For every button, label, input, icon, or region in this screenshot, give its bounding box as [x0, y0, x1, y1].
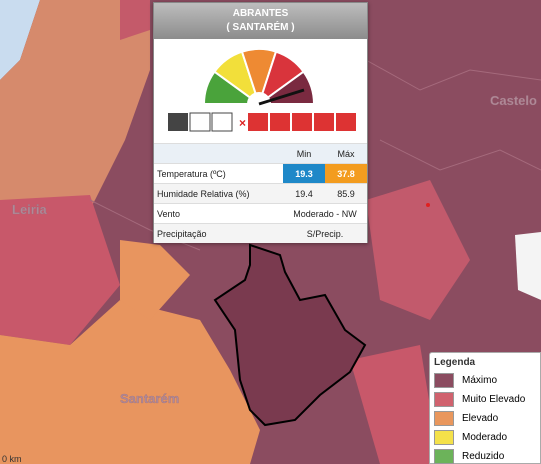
popup-title: ABRANTES — [232, 8, 289, 19]
region — [0, 195, 120, 345]
legend-item: Máximo — [434, 371, 536, 390]
cell: 37.8 — [325, 163, 367, 184]
cell: 19.3 — [283, 163, 325, 184]
region — [350, 345, 429, 464]
legend-swatch — [434, 411, 454, 426]
legend: Legenda Máximo Muito Elevado Elevado Modera… — [429, 352, 541, 464]
legend-item: Reduzido — [434, 447, 536, 464]
legend-swatch — [434, 392, 454, 407]
cell: Moderado - NW — [283, 203, 367, 224]
legend-label: Muito Elevado — [462, 394, 526, 405]
legend-label: Moderado — [462, 432, 508, 443]
legend-swatch — [434, 373, 454, 388]
region — [120, 0, 150, 40]
legend-swatch — [434, 449, 454, 464]
cell: 19.4 — [283, 183, 325, 204]
row-label: Vento — [154, 203, 283, 224]
place-label: Castelo — [490, 93, 537, 108]
popup-header: ABRANTES ( SANTARÉM ) — [154, 3, 367, 39]
border — [365, 59, 541, 91]
legend-title: Legenda — [434, 357, 476, 368]
info-popup: ABRANTES ( SANTARÉM ) × Min Máx Temperatu… — [153, 2, 368, 243]
legend-swatch — [434, 430, 454, 445]
sea — [0, 0, 40, 80]
region — [0, 300, 260, 464]
legend-label: Máximo — [462, 375, 498, 386]
legend-item: Elevado — [434, 409, 536, 428]
row-label: Temperatura (ºC) — [154, 163, 283, 184]
cell: 85.9 — [325, 183, 367, 204]
row-label: Precipitação — [154, 223, 283, 243]
selected-municipality[interactable] — [213, 243, 367, 427]
region — [515, 232, 541, 300]
legend-label: Elevado — [462, 413, 499, 424]
svg-text:×: × — [239, 116, 246, 130]
marker — [426, 203, 430, 207]
region — [366, 180, 470, 320]
region — [120, 240, 190, 320]
col-header: Máx — [325, 143, 367, 164]
scale-label: 0 km — [2, 454, 22, 464]
border — [89, 199, 201, 251]
gauge-segment — [255, 70, 316, 105]
place-label: Santarém — [120, 391, 179, 406]
legend-label: Reduzido — [462, 451, 505, 462]
weather-table: Min Máx Temperatura (ºC) 19.3 37.8 Humidade… — [154, 143, 367, 243]
legend-item: Muito Elevado — [434, 390, 536, 409]
legend-item: Moderado — [434, 428, 536, 447]
row-label: Humidade Relativa (%) — [154, 183, 283, 204]
gauge-needle — [258, 88, 305, 106]
risk-gauge: × — [168, 48, 356, 132]
place-label: Leiria — [12, 202, 47, 217]
col-header: Min — [283, 143, 325, 164]
gauge-hub — [247, 92, 271, 116]
border — [379, 139, 541, 171]
popup-subtitle: ( SANTARÉM ) — [226, 22, 295, 33]
icons: × — [168, 112, 356, 132]
cell: S/Precip. — [283, 223, 367, 243]
